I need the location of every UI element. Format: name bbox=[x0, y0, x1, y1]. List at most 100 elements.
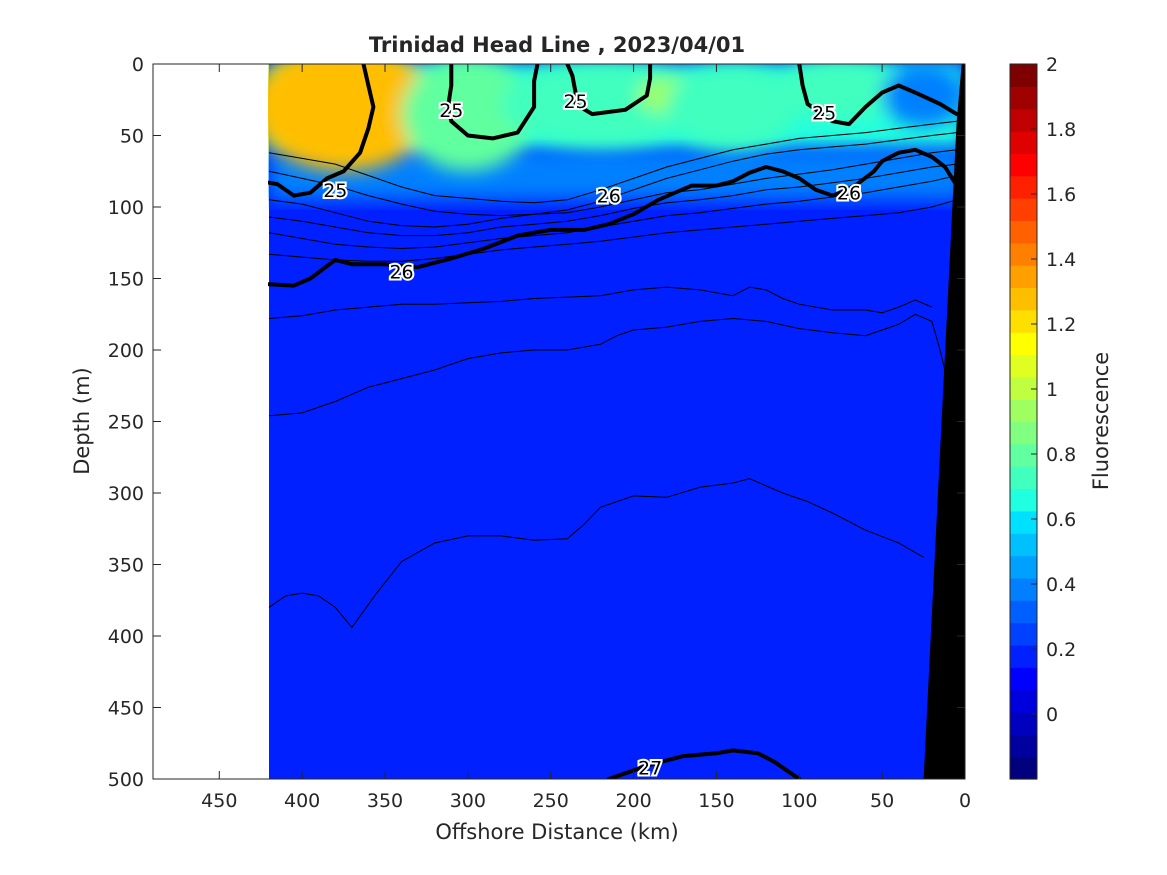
colorbar-frame bbox=[1009, 63, 1038, 780]
thin-isopycnal bbox=[268, 175, 957, 250]
fluorescence-patch bbox=[774, 64, 907, 122]
colorbar-tick-label: 0 bbox=[1046, 704, 1058, 726]
colorbar-swatch bbox=[1010, 265, 1037, 289]
colorbar-swatch bbox=[1010, 309, 1037, 333]
colorbar-swatch bbox=[1010, 108, 1037, 132]
y-tick-label: 400 bbox=[108, 626, 144, 648]
colorbar-swatch bbox=[1010, 131, 1037, 154]
isopycnal-labels: 25 25 25 25 26 26 26 27 bbox=[321, 89, 863, 781]
fluorescence-patch bbox=[268, 64, 435, 172]
colorbar-swatch bbox=[1010, 287, 1037, 311]
colorbar-swatch bbox=[1010, 533, 1037, 557]
x-tick-label: 450 bbox=[201, 790, 237, 812]
y-tick-label: 350 bbox=[108, 555, 144, 577]
colorbar-swatch bbox=[1010, 689, 1037, 713]
isopycnal-label-25: 25 bbox=[439, 100, 463, 122]
thin-isopycnal bbox=[268, 286, 933, 319]
colorbar-tick-label: 0.6 bbox=[1046, 509, 1076, 531]
colorbar-swatch bbox=[1010, 644, 1037, 668]
colorbar-swatch bbox=[1010, 332, 1037, 356]
colorbar-swatch bbox=[1010, 622, 1037, 646]
isopycnal-label-26: 26 bbox=[597, 186, 621, 208]
x-tick-label: 0 bbox=[959, 790, 971, 812]
isopycnal-25 bbox=[797, 64, 959, 127]
y-tick-label: 50 bbox=[120, 126, 144, 148]
colorbar-swatch bbox=[1010, 376, 1037, 400]
isopycnal-26 bbox=[268, 147, 959, 288]
colorbar-tick-label: 1.6 bbox=[1046, 184, 1076, 206]
colorbar-swatch bbox=[1010, 64, 1037, 87]
colorbar-tick-label: 1.2 bbox=[1046, 314, 1076, 336]
colorbar-swatch bbox=[1010, 711, 1037, 735]
colorbar-swatch bbox=[1010, 354, 1037, 378]
thin-isopycnal bbox=[268, 120, 957, 204]
fluorescence-patch bbox=[666, 64, 800, 150]
y-axis-ticks: 0 50 100 150 200 250 300 350 400 450 500 bbox=[108, 54, 965, 791]
isopycnal-label-27: 27 bbox=[638, 758, 662, 780]
y-axis-label: Depth (m) bbox=[70, 367, 94, 474]
fluorescence-blobs bbox=[268, 64, 965, 172]
isopycnal-25 bbox=[268, 64, 376, 198]
x-tick-label: 200 bbox=[615, 790, 651, 812]
colorbar-tick-label: 1 bbox=[1046, 379, 1058, 401]
isopycnal-label-25: 25 bbox=[563, 91, 587, 113]
isopycnal-25 bbox=[565, 64, 653, 117]
x-axis-label: Offshore Distance (km) bbox=[435, 820, 678, 844]
thin-isopycnal bbox=[268, 149, 957, 228]
colorbar-swatch bbox=[1010, 600, 1037, 624]
colorbar-swatch bbox=[1010, 577, 1037, 601]
y-tick-label: 450 bbox=[108, 698, 144, 720]
colorbar-swatch bbox=[1010, 242, 1037, 266]
x-tick-label: 100 bbox=[781, 790, 817, 812]
thin-isopycnal bbox=[268, 313, 949, 417]
colorbar bbox=[1010, 64, 1037, 780]
chart-title: Trinidad Head Line , 2023/04/01 bbox=[369, 33, 745, 57]
x-tick-label: 300 bbox=[450, 790, 486, 812]
colorbar-tick-label: 0.2 bbox=[1046, 639, 1076, 661]
y-tick-label: 500 bbox=[108, 769, 144, 791]
fluorescence-patch bbox=[401, 64, 535, 172]
seafloor bbox=[923, 64, 965, 779]
y-tick-label: 150 bbox=[108, 269, 144, 291]
colorbar-swatch bbox=[1010, 220, 1037, 244]
colorbar-tick-label: 1.8 bbox=[1046, 119, 1076, 141]
y-tick-label: 250 bbox=[108, 412, 144, 434]
thin-isopycnal bbox=[268, 132, 957, 217]
colorbar-swatch bbox=[1010, 466, 1037, 490]
x-axis-ticks: 450 400 350 300 250 200 150 100 50 0 bbox=[201, 64, 971, 812]
colorbar-swatch bbox=[1010, 175, 1037, 199]
colorbar-tick-label: 0.4 bbox=[1046, 574, 1076, 596]
colorbar-ticks: 0 0.2 0.4 0.6 0.8 1 1.2 1.4 1.6 1.8 2 bbox=[1031, 54, 1076, 726]
colorbar-swatch bbox=[1010, 86, 1037, 110]
colorbar-swatch bbox=[1010, 153, 1037, 177]
colorbar-swatch bbox=[1010, 443, 1037, 467]
x-tick-label: 150 bbox=[698, 790, 734, 812]
thin-isopycnal bbox=[268, 163, 957, 237]
colorbar-swatch bbox=[1010, 510, 1037, 534]
colorbar-tick-label: 2 bbox=[1046, 54, 1058, 76]
colorbar-swatch bbox=[1010, 756, 1037, 780]
x-tick-label: 250 bbox=[533, 790, 569, 812]
colorbar-swatch bbox=[1010, 421, 1037, 445]
seafloor-polygon bbox=[923, 64, 965, 779]
y-tick-label: 0 bbox=[132, 54, 144, 76]
colorbar-swatch bbox=[1010, 734, 1037, 758]
bold-isopycnals bbox=[268, 64, 959, 779]
colorbar-tick-label: 0.8 bbox=[1046, 444, 1076, 466]
isopycnal-label-25: 25 bbox=[323, 180, 347, 202]
thin-isopycnal bbox=[268, 478, 924, 629]
isopycnal-25 bbox=[446, 64, 540, 141]
colorbar-swatch bbox=[1010, 667, 1037, 691]
y-tick-label: 300 bbox=[108, 483, 144, 505]
thin-isopycnal bbox=[268, 199, 957, 262]
isopycnal-label-26: 26 bbox=[837, 183, 861, 205]
y-tick-label: 100 bbox=[108, 197, 144, 219]
colorbar-label: Fluorescence bbox=[1089, 352, 1113, 490]
thin-isopycnals bbox=[268, 120, 957, 629]
colorbar-swatch bbox=[1010, 198, 1037, 222]
y-tick-label: 200 bbox=[108, 340, 144, 362]
fluorescence-field bbox=[268, 64, 965, 779]
isopycnal-label-25: 25 bbox=[812, 103, 836, 125]
colorbar-swatch bbox=[1010, 555, 1037, 579]
